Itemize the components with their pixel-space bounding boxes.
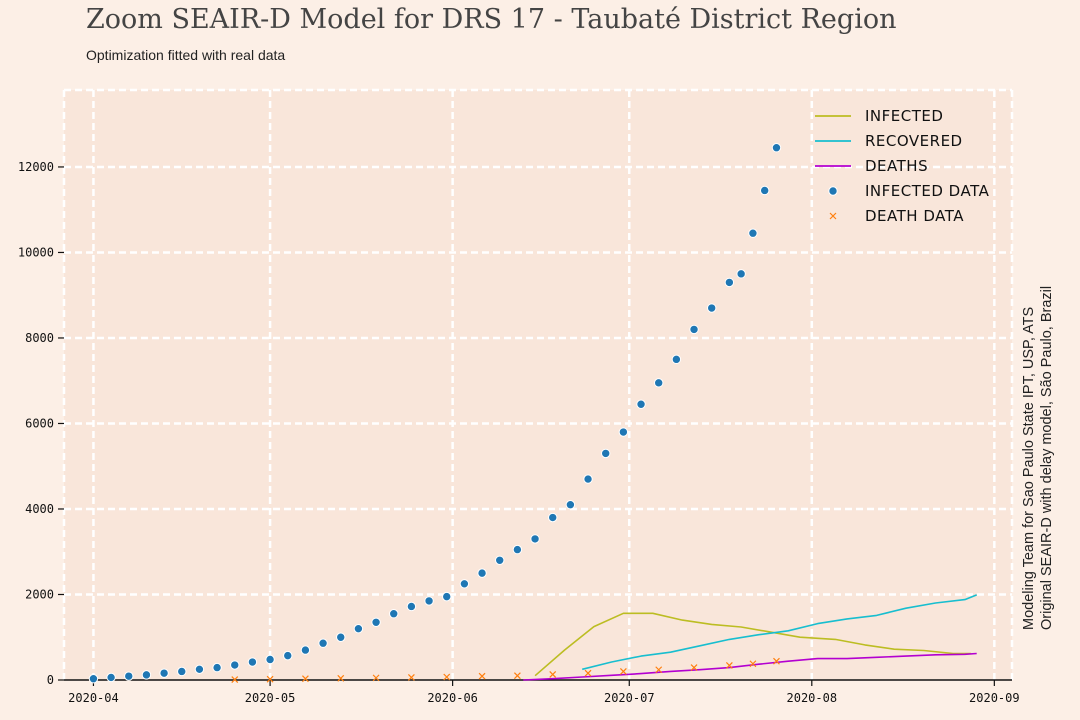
- point-infected-data: [689, 324, 699, 335]
- point-infected-data: [512, 544, 523, 555]
- point-infected-data: [601, 448, 611, 459]
- point-infected-data: [106, 672, 116, 683]
- point-death-data: [372, 674, 380, 682]
- point-death-data: [619, 668, 627, 675]
- series-layer: [88, 143, 977, 684]
- legend-label-infected-data: INFECTED DATA: [865, 182, 990, 200]
- tick-label-y: 12000: [18, 160, 54, 174]
- tick-label-x: 2020-09: [969, 691, 1020, 705]
- legend-label-infected: INFECTED: [865, 107, 943, 125]
- point-infected-data: [336, 632, 346, 642]
- point-infected-data: [583, 474, 593, 484]
- point-infected-data: [618, 427, 629, 437]
- tick-label-y: 6000: [25, 416, 54, 430]
- grid: [62, 88, 1014, 680]
- plot-area: [64, 90, 1012, 680]
- chart-subtitle: Optimization fitted with real data: [86, 47, 286, 63]
- point-infected-data: [300, 645, 311, 655]
- credit-note: Modeling Team for Sao Paulo State IPT, U…: [1020, 230, 1056, 630]
- tick-label-y: 4000: [25, 502, 54, 516]
- point-infected-data: [124, 671, 134, 681]
- point-infected-data: [495, 555, 505, 565]
- legend-label-deaths: DEATHS: [865, 157, 928, 175]
- point-death-data: [231, 676, 239, 683]
- point-infected-data: [724, 277, 735, 288]
- point-infected-data: [736, 269, 746, 279]
- point-infected-data: [654, 378, 664, 388]
- point-infected-data: [477, 568, 487, 578]
- point-infected-data: [177, 666, 187, 677]
- series-line-infected: [534, 612, 971, 677]
- point-infected-data: [771, 143, 782, 153]
- point-death-data: [478, 672, 486, 680]
- tick-label-y: 0: [47, 673, 54, 687]
- point-death-data: [725, 662, 733, 669]
- legend-label-death-data: DEATH DATA: [865, 207, 964, 225]
- point-infected-data: [636, 399, 646, 409]
- axes: 0 2000 4000 6000 8000 10000 12000 2020-04 2020-0…: [18, 160, 1020, 705]
- series-line-deaths: [523, 652, 977, 681]
- point-infected-data: [748, 228, 758, 238]
- point-infected-data: [671, 354, 682, 365]
- point-death-data: [407, 674, 415, 681]
- point-infected-data: [442, 591, 452, 602]
- point-infected-data: [371, 617, 381, 627]
- point-infected-data: [159, 668, 169, 678]
- credit-line-1: Modeling Team for Sao Paulo State IPT, U…: [1021, 306, 1037, 630]
- legend-swatch-infected-data: [828, 186, 838, 196]
- point-death-data: [337, 674, 345, 682]
- legend-label-recovered: RECOVERED: [865, 132, 963, 150]
- tick-label-y: 2000: [25, 587, 54, 601]
- credit-line-2: Original SEAIR-D with delay model, São P…: [1039, 285, 1055, 630]
- tick-label-y: 8000: [25, 331, 54, 345]
- point-infected-data: [389, 609, 399, 619]
- tick-label-x: 2020-05: [245, 691, 296, 705]
- point-infected-data: [88, 674, 99, 684]
- point-infected-data: [283, 650, 293, 661]
- tick-label-x: 2020-08: [787, 691, 838, 705]
- point-infected-data: [707, 303, 717, 313]
- point-infected-data: [212, 662, 222, 673]
- point-infected-data: [759, 185, 770, 196]
- point-death-data: [513, 672, 521, 680]
- chart-title: Zoom SEAIR-D Model for DRS 17 - Taubaté …: [86, 4, 897, 35]
- tick-label-x: 2020-04: [68, 691, 119, 705]
- point-infected-data: [247, 657, 258, 667]
- tick-label-y: 10000: [18, 245, 54, 259]
- point-death-data: [584, 669, 592, 677]
- point-infected-data: [141, 670, 152, 680]
- point-infected-data: [353, 623, 364, 634]
- point-death-data: [655, 666, 663, 674]
- legend: INFECTED RECOVERED DEATHS INFECTED DATA DEAT…: [815, 107, 990, 225]
- point-death-data: [690, 664, 698, 672]
- point-infected-data: [459, 579, 470, 589]
- point-infected-data: [424, 596, 434, 606]
- tick-label-x: 2020-06: [427, 691, 478, 705]
- point-infected-data: [230, 660, 240, 670]
- point-infected-data: [194, 664, 205, 675]
- point-death-data: [773, 657, 780, 665]
- point-death-data: [266, 675, 274, 683]
- point-death-data: [749, 660, 757, 668]
- point-death-data: [443, 673, 451, 681]
- point-death-data: [549, 671, 557, 678]
- point-infected-data: [565, 500, 576, 510]
- point-infected-data: [318, 638, 328, 648]
- legend-swatch-death-data: [829, 212, 837, 220]
- point-infected-data: [265, 654, 275, 665]
- series-line-recovered: [582, 594, 977, 671]
- tick-label-x: 2020-07: [604, 691, 655, 705]
- point-infected-data: [406, 601, 417, 612]
- point-infected-data: [548, 512, 558, 523]
- point-infected-data: [530, 534, 540, 544]
- point-death-data: [301, 675, 309, 683]
